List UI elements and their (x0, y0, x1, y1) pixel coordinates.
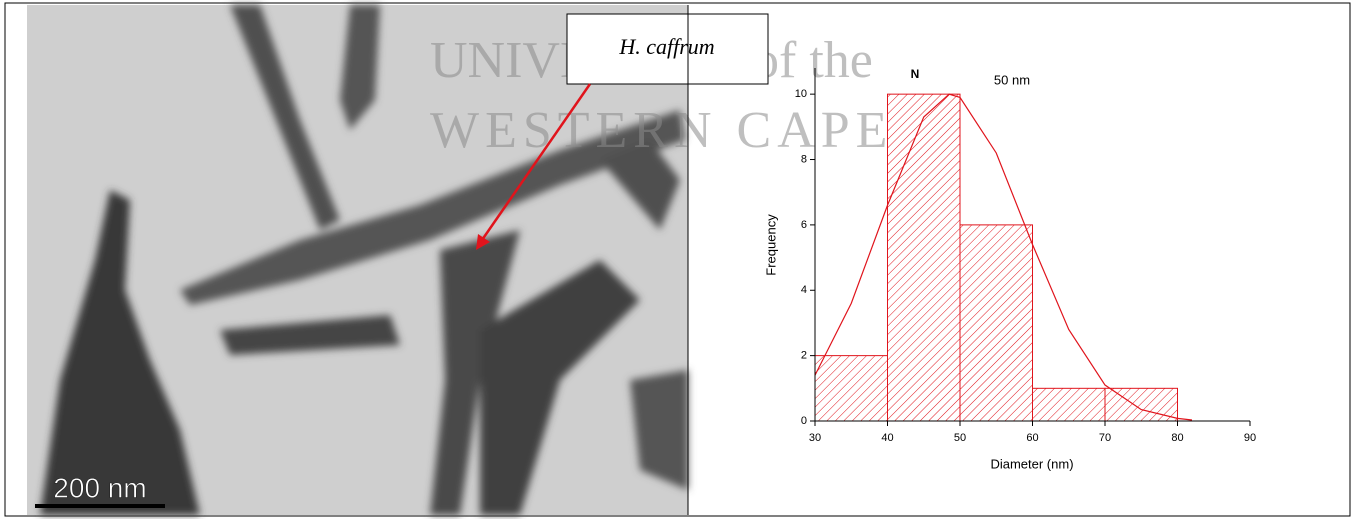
y-tick-label: 4 (801, 284, 807, 296)
y-tick-label: 10 (795, 88, 807, 100)
scale-bar-label: 200 nm (53, 472, 146, 503)
annotation: 50 nm (994, 72, 1030, 87)
y-tick-label: 8 (801, 153, 807, 165)
y-axis-label: Frequency (763, 214, 778, 276)
x-tick-label: 70 (1099, 432, 1111, 444)
x-axis-label: Diameter (nm) (990, 456, 1073, 471)
page: {"image": {"label": "H. caffrum", "scale… (0, 0, 1355, 519)
bar (815, 356, 888, 421)
bar (960, 225, 1033, 421)
x-tick-label: 50 (954, 432, 966, 444)
x-tick-label: 40 (881, 432, 893, 444)
y-tick-label: 6 (801, 219, 807, 231)
y-tick-label: 0 (801, 415, 807, 427)
y-tick-label: 2 (801, 350, 807, 362)
image-label: H. caffrum (618, 34, 714, 59)
bar (1033, 388, 1106, 421)
x-tick-label: 80 (1171, 432, 1183, 444)
x-tick-label: 30 (809, 432, 821, 444)
x-tick-label: 90 (1244, 432, 1256, 444)
x-tick-label: 60 (1026, 432, 1038, 444)
watermark: WESTERN CAPE (430, 102, 893, 159)
bar (888, 94, 961, 421)
annotation: N (911, 67, 920, 81)
figure: UNIVERSITY of the WESTERN CAPE H. caffru… (0, 0, 1355, 519)
